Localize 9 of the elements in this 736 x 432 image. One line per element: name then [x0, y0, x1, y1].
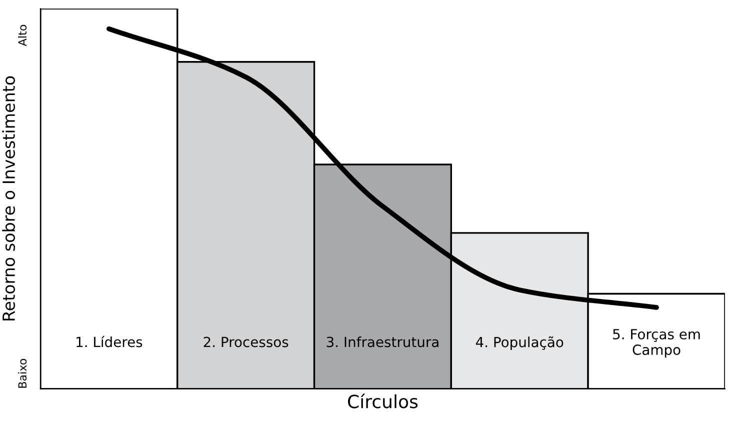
x-tick-label: 4. População: [476, 336, 564, 350]
y-axis-title: Retorno sobre o Investimento: [2, 76, 16, 320]
x-tick-label: 3. Infraestrutura: [326, 336, 438, 348]
text: Alto: [18, 24, 27, 46]
x-tick-label: 5. Forças em Campo: [613, 329, 700, 358]
x-axis-title: Círculos: [348, 394, 418, 408]
text: Baixo: [18, 358, 27, 388]
x-tick-label: 1. Líderes: [76, 336, 142, 348]
x-tick-label: 2. Processos: [204, 336, 288, 348]
